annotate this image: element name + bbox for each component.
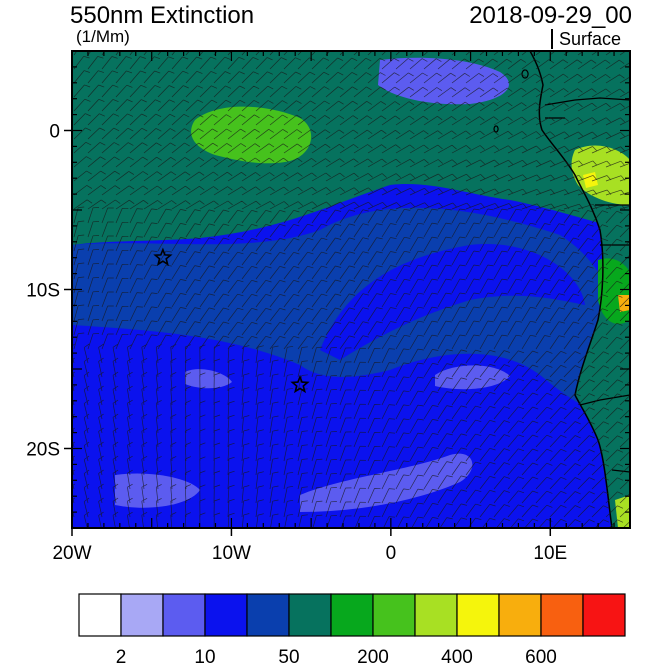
colorbar-box [372, 593, 416, 637]
colorbar-tick-label: 10 [194, 647, 215, 667]
colorbar-labels: 2 10 50 200 400 600 [116, 647, 557, 667]
x-tick-label: 10W [212, 543, 251, 564]
colorbar-box [330, 593, 374, 637]
datetime-label: 2018-09-29_00 [469, 2, 632, 29]
colorbar-box [204, 593, 248, 637]
x-tick-label: 0 [386, 543, 397, 564]
island-outline [493, 69, 529, 133]
wind-barbs [72, 51, 630, 528]
colorbar-box [120, 593, 164, 637]
map-area [72, 51, 630, 528]
land-emission-patch [618, 295, 630, 312]
colorbar-tick-label: 2 [116, 647, 127, 667]
star-marker [290, 374, 310, 394]
low-extinction-patch [378, 57, 509, 105]
x-tick-label: 20W [52, 543, 91, 564]
colorbar-box [456, 593, 500, 637]
land-emission-patch [615, 495, 630, 528]
low-extinction-patch [115, 473, 200, 508]
site-markers [153, 247, 310, 394]
star-marker [153, 247, 173, 266]
plot-title: 550nm Extinction [70, 2, 255, 29]
x-tick-label: 10E [533, 543, 567, 564]
colorbar [78, 593, 626, 637]
colorbar-box [246, 593, 290, 637]
y-tick-label: 20S [26, 440, 60, 461]
level-label: Surface [551, 29, 621, 49]
coastline [529, 51, 613, 528]
land-emission-patch [571, 145, 630, 205]
low-extinction-patch [300, 453, 473, 512]
colorbar-tick-label: 200 [357, 647, 389, 667]
axis-ticks [64, 50, 631, 536]
colorbar-box [540, 593, 584, 637]
land-emission-patch [583, 172, 598, 188]
colorbar-box [288, 593, 332, 637]
colorbar-tick-label: 400 [441, 647, 473, 667]
colorbar-box [78, 593, 122, 637]
low-extinction-patch [435, 365, 510, 390]
units-label: (1/Mm) [76, 27, 130, 46]
low-extinction-patch [185, 369, 232, 389]
colorbar-box [414, 593, 458, 637]
colorbar-tick-label: 50 [278, 647, 299, 667]
colorbar-box [162, 593, 206, 637]
colorbar-tick-label: 600 [525, 647, 557, 667]
axis-tick-labels: 20W 10W 0 10E 0 10S 20S [26, 122, 567, 565]
country-border [544, 97, 630, 473]
low-extinction-patch [191, 106, 312, 164]
colorbar-box [498, 593, 542, 637]
y-tick-label: 10S [26, 281, 60, 302]
mid-extinction-region [320, 244, 585, 360]
colorbar-box [582, 593, 626, 637]
y-tick-label: 0 [49, 122, 60, 143]
wind-barb-lines [72, 51, 630, 528]
